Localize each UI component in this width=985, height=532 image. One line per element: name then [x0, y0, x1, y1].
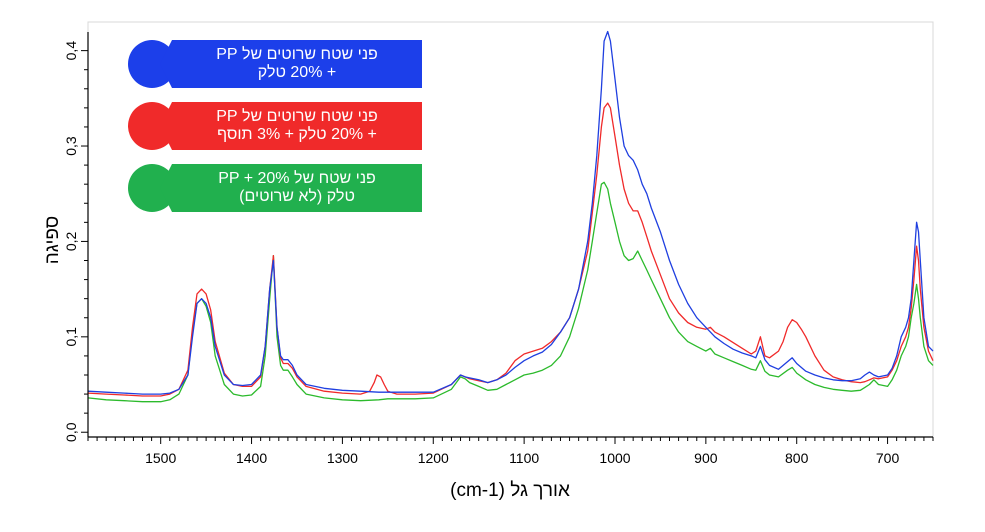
y-tick-label: 0,2 [63, 231, 79, 251]
y-tick-label: 0,4 [63, 41, 79, 61]
legend-item-blue: פני שטח שרוטים של PP + 20% טלק [128, 40, 424, 90]
legend-text-line1: פני שטח שרוטים של PP [216, 46, 378, 63]
legend-banner-red: פני שטח שרוטים של PP + 20% טלק + 3% תוסף [160, 102, 422, 150]
legend-item-red: פני שטח שרוטים של PP + 20% טלק + 3% תוסף [128, 102, 424, 152]
x-tick-label: 1500 [145, 450, 176, 466]
legend-banner-blue: פני שטח שרוטים של PP + 20% טלק [160, 40, 422, 88]
y-tick-label: 0,0 [63, 422, 79, 442]
x-tick-label: 1200 [418, 450, 449, 466]
y-tick-label: 0,1 [63, 327, 79, 347]
x-tick-label: 900 [694, 450, 718, 466]
y-tick-label: 0,3 [63, 136, 79, 156]
legend-text-line2: טלק (לא שרוטים) [239, 188, 355, 205]
legend-text-line1: פני שטח של PP + 20% [218, 170, 376, 187]
x-tick-label: 1100 [509, 450, 539, 466]
series-layer [87, 30, 934, 403]
x-axis-label: אורך גל (cm-1) [450, 480, 570, 501]
x-tick-label: 1400 [236, 450, 267, 466]
y-axis-label: ספיגה [42, 216, 63, 265]
legend-text-line2: + 20% טלק [257, 64, 337, 81]
series-line-blue [87, 30, 934, 395]
axes-layer: 1500 1400 1300 1200 1100 1000 900 800 700 0,0 0,1 0… [63, 32, 934, 466]
legend-text-line2: + 20% טלק + 3% תוסף [217, 126, 377, 143]
x-tick-label: 1300 [327, 450, 358, 466]
legend-text-line1: פני שטח שרוטים של PP [216, 108, 378, 125]
x-tick-label: 800 [785, 450, 809, 466]
legend-item-green: פני שטח של PP + 20% טלק (לא שרוטים) [128, 164, 424, 214]
series-line-green [87, 181, 934, 403]
x-tick-label: 700 [876, 450, 900, 466]
legend-banner-green: פני שטח של PP + 20% טלק (לא שרוטים) [160, 164, 422, 212]
x-tick-label: 1000 [599, 450, 630, 466]
